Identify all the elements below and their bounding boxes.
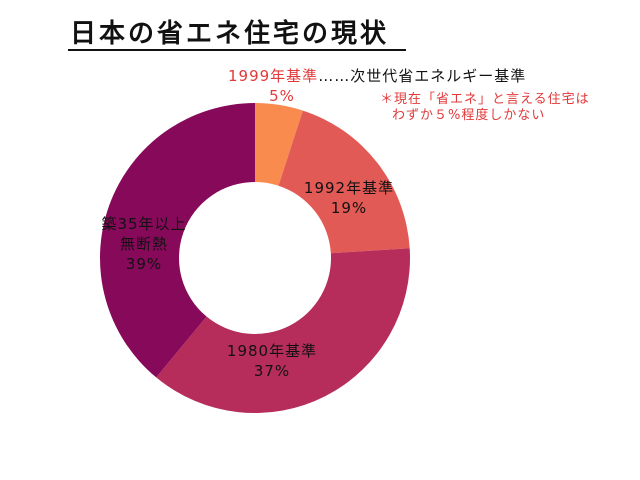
slice-label-2: 1980年基準 37% xyxy=(227,342,317,380)
callout-1999-percent: 5% xyxy=(269,87,295,105)
slice-label-1: 1992年基準 19% xyxy=(304,179,394,217)
donut-slice-2 xyxy=(156,248,410,413)
labels-layer: 1992年基準 19% 1980年基準 37% 築35年以上無断熱 39% xyxy=(101,179,394,380)
slice-label-1-line-0: 1992年基準 xyxy=(304,179,394,197)
callout-1999-label: 1999年基準 xyxy=(228,67,319,85)
slice-label-3-line-0: 築35年以上 xyxy=(101,215,186,233)
slice-label-2-line-0: 1980年基準 xyxy=(227,342,317,360)
donut-slice-0 xyxy=(255,103,303,186)
slice-label-3: 築35年以上無断熱 39% xyxy=(101,215,186,273)
page-title: 日本の省エネ住宅の現状 xyxy=(70,19,390,49)
note-annotation: ＊現在「省エネ」と言える住宅は わずか５%程度しかない xyxy=(380,92,630,124)
slice-label-3-line-2: 39% xyxy=(126,255,162,273)
slice-label-3-line-1: 無断熱 xyxy=(120,235,168,253)
callout-dots: …… xyxy=(318,67,351,85)
slice-label-2-line-1: 37% xyxy=(254,362,290,380)
slice-label-1-line-1: 19% xyxy=(331,199,367,217)
note-line-2: わずか５%程度しかない xyxy=(392,108,546,123)
slices-layer xyxy=(99,103,410,413)
donut-slice-3 xyxy=(99,103,256,378)
title-underline xyxy=(68,49,406,51)
note-line-1: ＊現在「省エネ」と言える住宅は xyxy=(380,92,590,107)
callout-next-gen-label: 次世代省エネルギー基準 xyxy=(350,67,527,85)
callout-1999-next-gen: 1999年基準……次世代省エネルギー基準 xyxy=(228,66,608,86)
donut-slice-1 xyxy=(278,110,410,254)
